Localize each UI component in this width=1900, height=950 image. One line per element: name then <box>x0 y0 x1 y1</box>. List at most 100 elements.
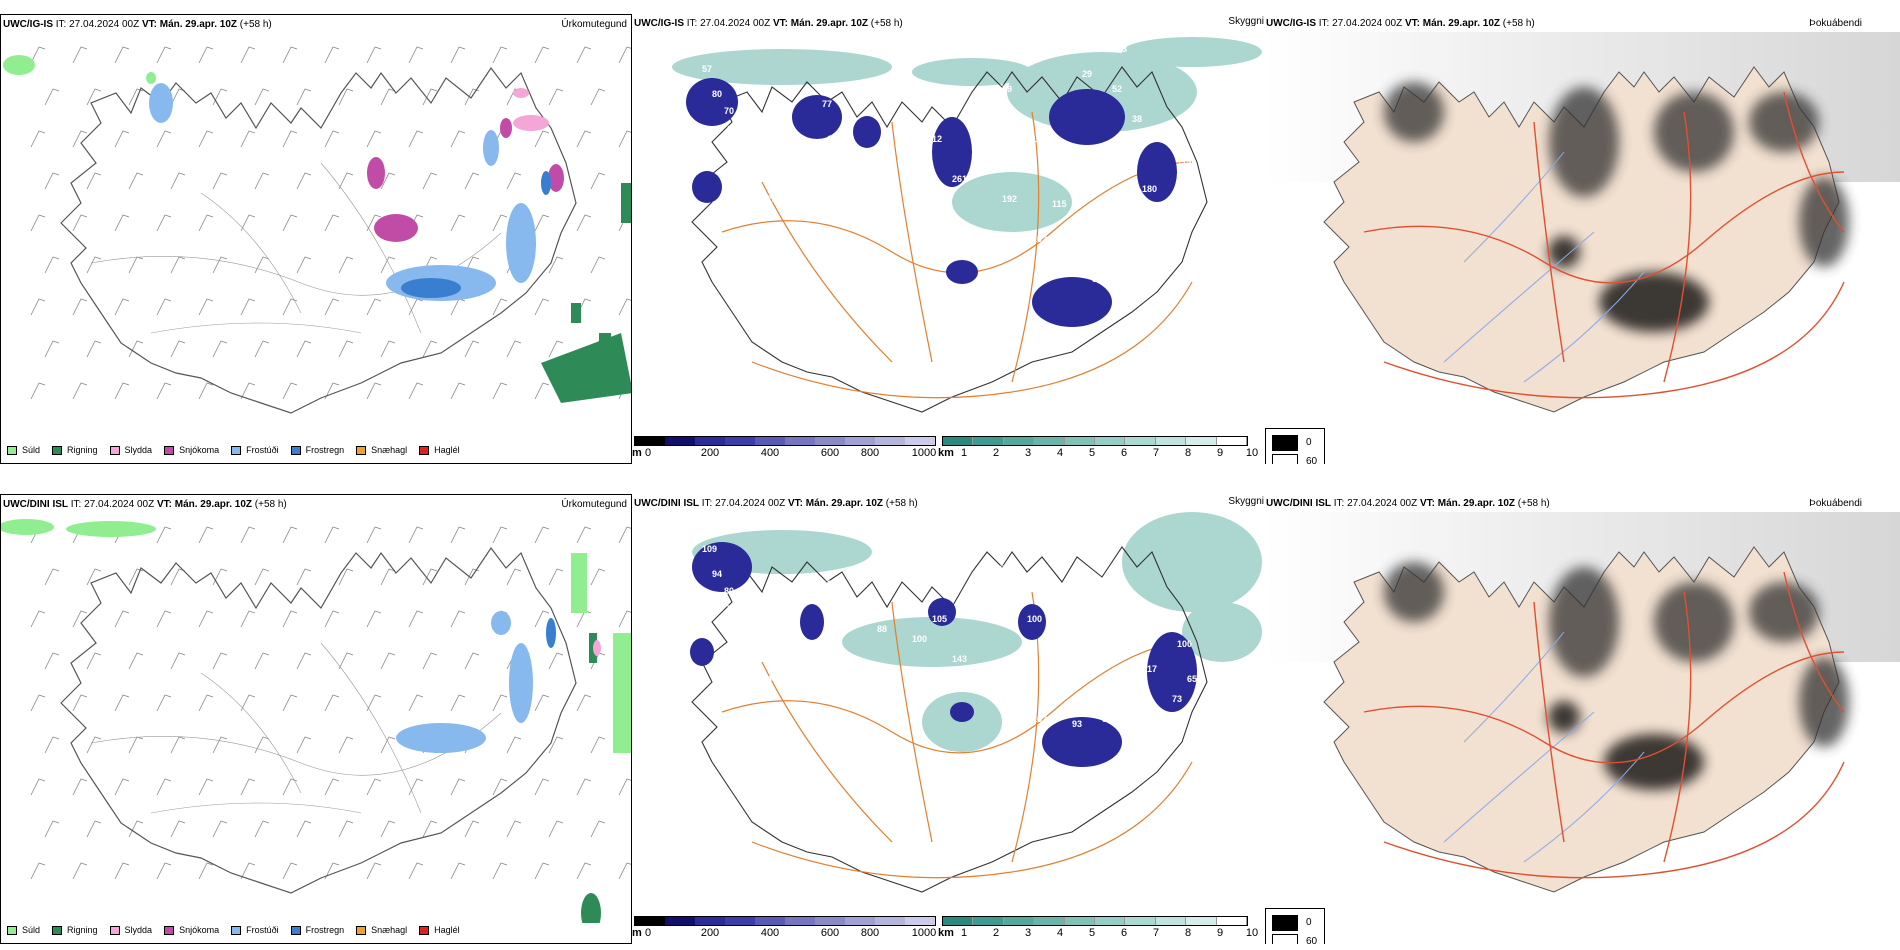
wind-barb <box>30 862 46 880</box>
legend-swatch <box>164 925 175 935</box>
cloud-base-label: 38 <box>1132 114 1142 124</box>
wind-barb <box>492 862 508 880</box>
cloud-base-label: 10 <box>732 189 742 199</box>
colorbar-swatch <box>665 917 695 925</box>
wind-barb <box>450 46 466 64</box>
legend-swatch <box>109 925 120 935</box>
cloud-base-label: 50 <box>742 604 752 614</box>
colorbar-swatch <box>815 437 845 445</box>
wind-barb <box>156 130 172 148</box>
legend-swatch <box>419 445 430 455</box>
colorbar-swatch <box>943 917 974 925</box>
colorbar-swatch <box>845 917 875 925</box>
cloud-base-label: 143 <box>952 654 967 664</box>
cloud-base-label: 29 <box>1082 69 1092 79</box>
wind-barb <box>240 778 256 796</box>
precip-map <box>3 46 631 414</box>
colorbar-swatches <box>942 436 1248 446</box>
cloud-base-label: 93 <box>1072 719 1082 729</box>
panel-header: UWC/IG-IS IT: 27.04.2024 00Z VT: Mán. 29… <box>634 18 903 29</box>
wind-barb <box>254 172 270 190</box>
wind-barb <box>170 820 186 838</box>
wind-barb <box>72 610 88 628</box>
wind-barb <box>296 568 312 586</box>
wind-barb <box>422 172 438 190</box>
cloud-base-label: 100 <box>1027 614 1042 624</box>
colorbar-tick: 6 <box>1120 447 1128 459</box>
colorbar-tick: 200 <box>700 447 720 459</box>
wind-barb <box>548 88 564 106</box>
fog-index-field <box>1384 82 1849 332</box>
wind-barb <box>72 382 88 400</box>
wind-barb <box>170 568 186 586</box>
colorbar-swatch <box>845 437 875 445</box>
wind-barb <box>450 382 466 400</box>
cloud-base-colorbar: m 0 200 400 600 800 1000 <box>632 436 937 459</box>
wind-barb <box>198 610 214 628</box>
cloud-base-label: 57 <box>1092 274 1102 284</box>
legend-item-snow: Snjókoma <box>164 445 219 455</box>
wind-barb <box>590 172 606 190</box>
wind-barb <box>590 568 606 586</box>
legend-item-drizzle: Súld <box>7 925 40 935</box>
wind-barb <box>170 736 186 754</box>
wind-barb <box>198 694 214 712</box>
legend-item-freezing-drizzle: Frostúði <box>231 925 279 935</box>
colorbar-swatch <box>943 437 974 445</box>
wind-barb <box>338 256 354 274</box>
cloud-base-label: 109 <box>702 544 717 554</box>
wind-barb <box>212 568 228 586</box>
legend-swatch <box>356 445 367 455</box>
cloud-base-label: 180 <box>1142 184 1157 194</box>
wind-barb <box>72 862 88 880</box>
legend-swatch <box>290 925 301 935</box>
colorbar-tick: 1000 <box>911 927 937 939</box>
legend-swatch <box>290 445 301 455</box>
wind-barb <box>464 172 480 190</box>
wind-barb <box>282 526 298 544</box>
legend-item-hail: Haglél <box>419 445 460 455</box>
wind-barb <box>618 298 631 316</box>
wind-barb <box>618 46 631 64</box>
wind-barb <box>618 610 631 628</box>
wind-barb <box>296 652 312 670</box>
wind-barb <box>576 214 592 232</box>
wind-barb <box>506 340 522 358</box>
wind-barb <box>296 172 312 190</box>
cloud-base-label: 13 <box>697 146 707 156</box>
wind-barb <box>534 382 550 400</box>
cloud-base-label: 88 <box>877 624 887 634</box>
visibility-map <box>672 37 1262 413</box>
legend-swatch <box>419 925 430 935</box>
wind-barb <box>324 130 340 148</box>
wind-barb <box>576 130 592 148</box>
colorbar-tick: 1000 <box>911 447 937 459</box>
colorbar-swatch <box>755 917 785 925</box>
freezing-rain-area <box>401 171 551 298</box>
cloud-base-label: 68 <box>1152 134 1162 144</box>
legend-item-snow-pellets: Snæhagl <box>356 925 407 935</box>
wind-barb <box>534 610 550 628</box>
wind-barb <box>198 778 214 796</box>
colorbar-swatch <box>875 437 905 445</box>
cloud-base-label: 127 <box>877 144 892 154</box>
cloud-base-label: 192 <box>1002 194 1017 204</box>
panel-header: UWC/DINI ISL IT: 27.04.2024 00Z VT: Mán.… <box>3 499 287 510</box>
wind-barb <box>170 340 186 358</box>
cloud-base-label: 261 <box>952 174 967 184</box>
colorbar-tick: 200 <box>700 927 720 939</box>
wind-barb <box>590 256 606 274</box>
wind-barb <box>366 862 382 880</box>
cloud-base-label: 14 <box>762 674 772 684</box>
wind-barb <box>30 298 46 316</box>
cloud-base-label: 97 <box>997 564 1007 574</box>
cloud-base-label: 70 <box>724 106 734 116</box>
sleet-area <box>513 88 549 131</box>
fog-index-panel-top: UWC/IG-IS IT: 27.04.2024 00Z VT: Mán. 29… <box>1264 14 1900 464</box>
legend-swatch <box>7 445 17 455</box>
wind-barb <box>156 694 172 712</box>
wind-barb <box>422 568 438 586</box>
precip-legend: Súld Rigning Slydda Snjókoma Frostúði Fr… <box>7 925 472 935</box>
wind-barb <box>422 652 438 670</box>
fog-index-legend: 0 60 <box>1265 908 1325 944</box>
